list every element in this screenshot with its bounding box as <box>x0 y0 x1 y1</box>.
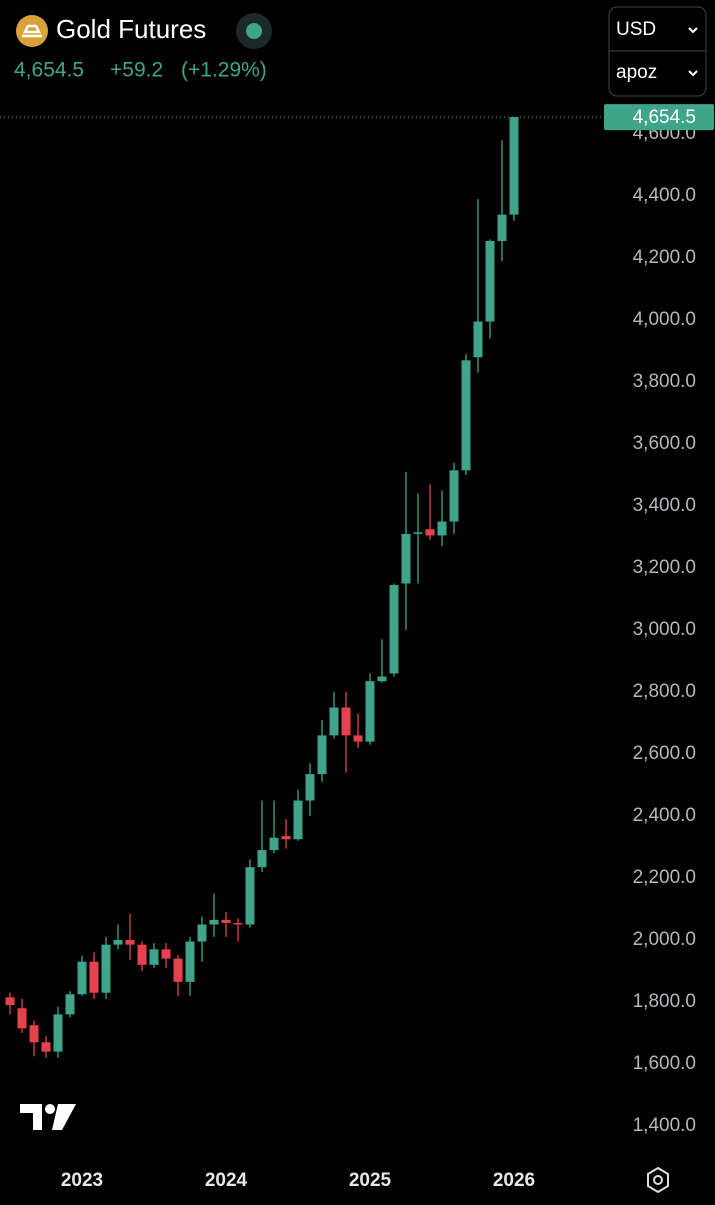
candle-body <box>65 994 75 1015</box>
candle-body <box>101 944 111 993</box>
candle-body <box>77 961 87 995</box>
candle-body <box>185 941 195 982</box>
candle-body <box>197 924 207 942</box>
candle-body <box>341 707 351 736</box>
chart-title: Gold Futures <box>56 14 206 44</box>
x-tick-label: 2026 <box>493 1170 535 1191</box>
candle-body <box>461 360 471 471</box>
axis: 1,400.0 1,600.0 1,800.0 2,000.0 2,200.0 2,400… <box>61 104 714 1191</box>
plot <box>0 116 604 1058</box>
y-tick-label: 4,400.0 <box>633 185 696 206</box>
candle-body <box>173 958 183 982</box>
y-tick-label: 2,800.0 <box>633 681 696 702</box>
y-tick-label: 3,800.0 <box>633 371 696 392</box>
candle-body <box>329 707 339 736</box>
candle-body <box>245 867 255 925</box>
y-tick-label: 1,800.0 <box>633 991 696 1012</box>
candle-body <box>365 681 375 742</box>
chevron <box>688 70 698 77</box>
y-tick-label: 1,600.0 <box>633 1053 696 1074</box>
y-tick-label: 1,400.0 <box>633 1115 696 1136</box>
currency-select[interactable]: USD <box>616 19 656 40</box>
candle-body <box>137 944 147 965</box>
y-tick-label: 3,400.0 <box>633 495 696 516</box>
y-tick-label: 2,400.0 <box>633 805 696 826</box>
candle-body <box>425 529 435 536</box>
candle-body <box>17 1008 27 1029</box>
y-tick-label: 2,000.0 <box>633 929 696 950</box>
candle-body <box>257 850 267 868</box>
candle-body <box>161 949 171 959</box>
candle-body <box>485 240 495 322</box>
change: +59.2 <box>110 59 163 82</box>
price: 4,654.5 <box>14 59 84 82</box>
candle-body <box>209 919 219 925</box>
candle-body <box>317 735 327 775</box>
last-price-label: 4,654.5 <box>633 107 696 128</box>
y-tick-label: 2,600.0 <box>633 743 696 764</box>
candle-body <box>5 997 15 1006</box>
y-tick-label: 4,200.0 <box>633 247 696 268</box>
y-tick-label: 3,200.0 <box>633 557 696 578</box>
y-tick-label: 2,200.0 <box>633 867 696 888</box>
y-tick-label: 4,000.0 <box>633 309 696 330</box>
candle-body <box>41 1042 51 1052</box>
candle-body <box>353 735 363 742</box>
candle-body <box>437 521 447 536</box>
candle-body <box>509 117 519 215</box>
candle-body <box>149 949 159 965</box>
candle-body <box>269 837 279 851</box>
candle-body <box>473 321 483 358</box>
y-tick-label: 3,600.0 <box>633 433 696 454</box>
x-tick-label: 2025 <box>349 1170 392 1191</box>
x-tick-label: 2024 <box>205 1170 248 1191</box>
candle-body <box>29 1025 39 1043</box>
candle-body <box>53 1014 63 1052</box>
candle-body <box>377 676 387 682</box>
gold-icon-glyph <box>22 24 42 38</box>
candle-body <box>413 532 423 534</box>
settings-icon[interactable] <box>647 1166 669 1194</box>
candle-body <box>113 940 123 945</box>
candle-body <box>221 919 231 923</box>
last-price-tag <box>604 104 714 131</box>
tv-logo <box>20 1104 76 1130</box>
candle-body <box>449 470 459 522</box>
candle-body <box>497 214 507 241</box>
candle-body <box>305 774 315 801</box>
unit-select[interactable]: apoz <box>616 62 657 83</box>
candle-body <box>125 940 135 945</box>
candle-body <box>401 533 411 584</box>
change-pct: (+1.29%) <box>181 59 267 82</box>
candle-body <box>233 922 243 925</box>
status-dot <box>246 23 262 39</box>
y-tick-label: 3,000.0 <box>633 619 696 640</box>
chevron <box>688 27 698 34</box>
candle-body <box>281 836 291 840</box>
candle-body <box>89 961 99 993</box>
candle-body <box>293 800 303 840</box>
x-tick-label: 2023 <box>61 1170 103 1191</box>
candle-body <box>389 585 399 674</box>
